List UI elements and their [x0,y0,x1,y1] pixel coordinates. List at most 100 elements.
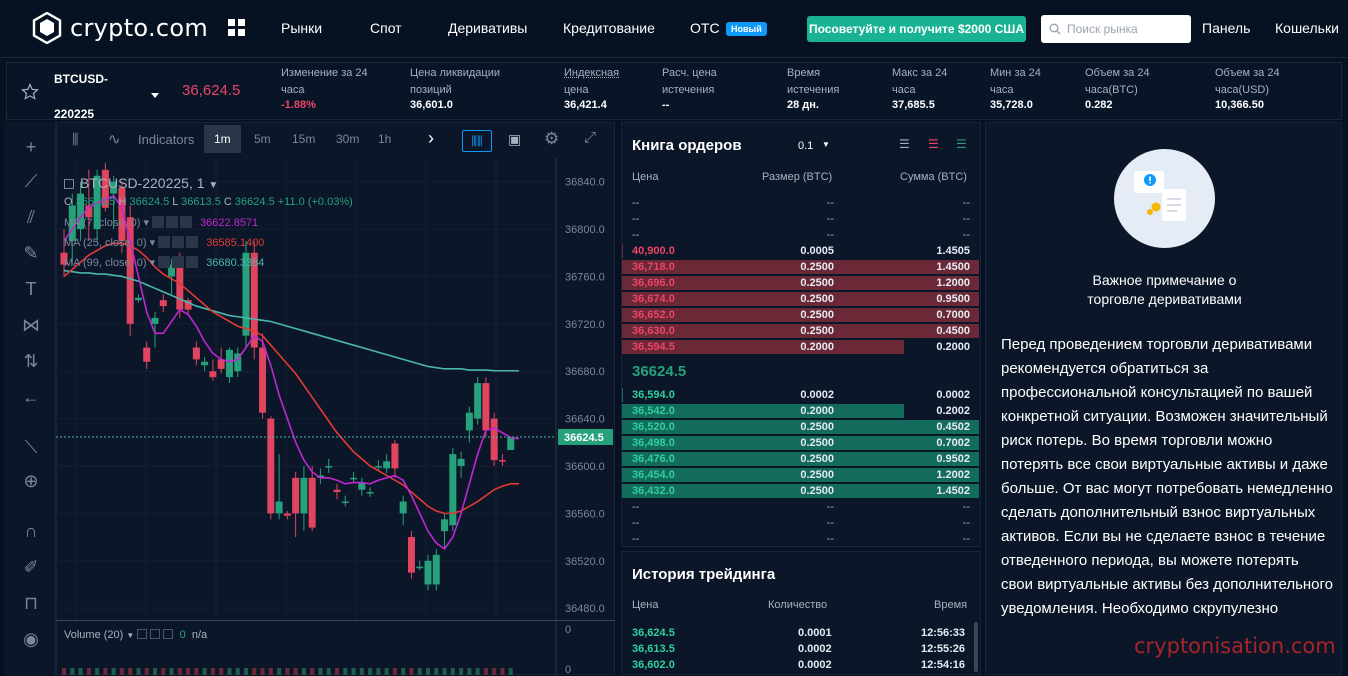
star-icon[interactable] [21,83,39,101]
chart-type-icon[interactable]: ▣ [508,131,522,147]
chevron-down-icon[interactable]: ▾ [146,237,159,249]
ask-row[interactable]: 36,630.0 0.2500 0.4500 [622,323,982,339]
candle-type-icon[interactable]: ⫼ [72,131,79,147]
chevron-right-icon[interactable]: › [428,128,434,148]
chevron-down-icon[interactable]: ▾ [146,257,159,269]
market-search[interactable] [1041,15,1191,43]
eye-toggle-icon[interactable] [158,236,171,248]
indicators-button[interactable]: Indicators [138,132,195,147]
nav-otc[interactable]: OTC [690,20,720,36]
pattern-icon[interactable]: ⋈ [22,315,40,335]
parallel-lines-icon[interactable]: ⫽ [26,207,36,227]
bid-row[interactable]: 36,594.0 0.0002 0.0002 [622,387,982,403]
volume-bar [376,668,381,675]
ob-size: 0.0002 [800,389,834,401]
close-icon[interactable] [186,236,199,248]
symbol-line1[interactable]: BTCUSD- [54,72,108,86]
ask-row[interactable]: 36,674.0 0.2500 0.9500 [622,291,982,307]
candle-body [143,347,151,362]
ask-row[interactable]: 36,652.0 0.2500 0.7000 [622,307,982,323]
bid-row[interactable]: 36,432.0 0.2500 1.4502 [622,483,982,499]
crosshair-icon[interactable]: + [25,137,37,157]
view-both-icon[interactable]: ☰ [899,137,910,151]
bid-row[interactable]: 36,498.0 0.2500 0.7002 [622,435,982,451]
settings-icon[interactable] [172,256,185,268]
chevron-down-icon[interactable]: ▼ [126,631,135,640]
close-icon[interactable] [180,216,193,228]
arrow-left-icon[interactable]: ← [22,387,40,407]
nav-spot[interactable]: Спот [370,20,402,36]
apps-grid-icon[interactable] [228,19,246,37]
bid-row[interactable]: 36,476.0 0.2500 0.9502 [622,451,982,467]
ob-size: 0.2500 [800,469,834,481]
ruler-icon[interactable]: ⟍ [24,437,38,457]
chevron-down-icon[interactable]: ▼ [208,180,219,191]
ask-row[interactable]: 36,594.5 0.2000 0.2000 [622,339,982,355]
eye-icon[interactable]: ◉ [23,629,39,649]
eye-toggle-icon[interactable] [152,216,165,228]
timeframe-5m[interactable]: 5m [254,132,271,146]
nav-dashboard[interactable]: Панель [1202,20,1251,36]
chevron-down-icon[interactable]: ▾ [140,217,153,229]
unlock-icon[interactable]: ⊓ [23,593,39,613]
collapse-icon[interactable] [64,179,74,189]
trend-line-icon[interactable]: ⟋ [24,171,38,191]
timeframe-15m[interactable]: 15m [292,132,316,146]
volume-bar [86,668,91,675]
volume-bar [285,668,290,675]
ob-sum: 0.9500 [936,293,970,305]
symbol-line2[interactable]: 220225 [54,107,95,121]
brush-icon[interactable]: ✎ [23,243,39,263]
magnet-icon[interactable]: ∩ [24,521,38,541]
bid-row[interactable]: 36,520.0 0.2500 0.4502 [622,419,982,435]
chart-legend: BTCUSD-220225, 1 ▼ [64,175,218,191]
bid-row[interactable]: 36,454.0 0.2500 1.2002 [622,467,982,483]
view-bids-icon[interactable]: ☰ [956,137,967,151]
candle-body [333,489,341,493]
ask-row[interactable]: 40,900.0 0.0005 1.4505 [622,243,982,259]
candle-body [399,501,407,514]
ticker-stat-label[interactable]: Индексная [564,67,620,79]
measure-icon[interactable]: ⇅ [23,351,39,371]
nav-markets[interactable]: Рынки [281,20,323,36]
ask-row[interactable]: 36,696.0 0.2500 1.2000 [622,275,982,291]
close-icon[interactable] [163,629,174,639]
logo[interactable]: crypto.com [32,12,208,44]
settings-gear-icon[interactable]: ⚙ [544,129,560,148]
y-tick-label: 36720.0 [565,319,605,331]
y-tick-label: 36560.0 [565,508,605,520]
timeframe-30m[interactable]: 30m [336,132,360,146]
nav-lending[interactable]: Кредитование [563,20,655,36]
volume-bar [326,668,331,675]
ticker-stat-label-2: часа [281,84,305,96]
fullscreen-icon[interactable]: ⤢ [584,129,597,146]
text-tool-icon[interactable]: T [25,279,37,299]
ask-row[interactable]: 36,718.0 0.2500 1.4500 [622,259,982,275]
price-chart[interactable]: 36840.0 36800.0 36760.0 36720.0 36680.0 36640… [56,158,615,675]
indicators-icon[interactable]: ∿ [108,131,121,148]
timeframe-1h[interactable]: 1h [378,132,392,146]
zoom-in-icon[interactable]: ⊕ [23,471,39,491]
eye-toggle-icon[interactable] [158,256,171,268]
close-icon[interactable] [186,256,199,268]
settings-icon[interactable] [166,216,179,228]
grouping-select[interactable]: 0.1 [798,140,814,152]
settings-icon[interactable] [172,236,185,248]
eye-toggle-icon[interactable] [137,629,148,639]
chevron-down-icon[interactable]: ▼ [822,140,830,149]
referral-promo-button[interactable]: Посоветуйте и получите $2000 США [807,16,1026,42]
chevron-down-icon[interactable] [151,93,159,98]
search-input[interactable] [1067,22,1177,36]
history-scrollbar[interactable] [974,622,978,672]
volume-bar [343,668,348,675]
bid-row[interactable]: 36,542.0 0.2000 0.2002 [622,403,982,419]
view-asks-icon[interactable]: ☰ [928,137,939,151]
ob-dash: -- [632,533,640,545]
ohlc-c-label: C [223,196,232,208]
timeframe-1m[interactable]: 1m [204,125,241,153]
lock-drawing-icon[interactable]: ✐ [23,557,39,577]
nav-wallets[interactable]: Кошельки [1275,20,1339,36]
settings-icon[interactable] [150,629,161,639]
nav-derivatives[interactable]: Деривативы [448,20,528,36]
candles-view-icon[interactable]: ⫼⫼ [462,130,492,152]
